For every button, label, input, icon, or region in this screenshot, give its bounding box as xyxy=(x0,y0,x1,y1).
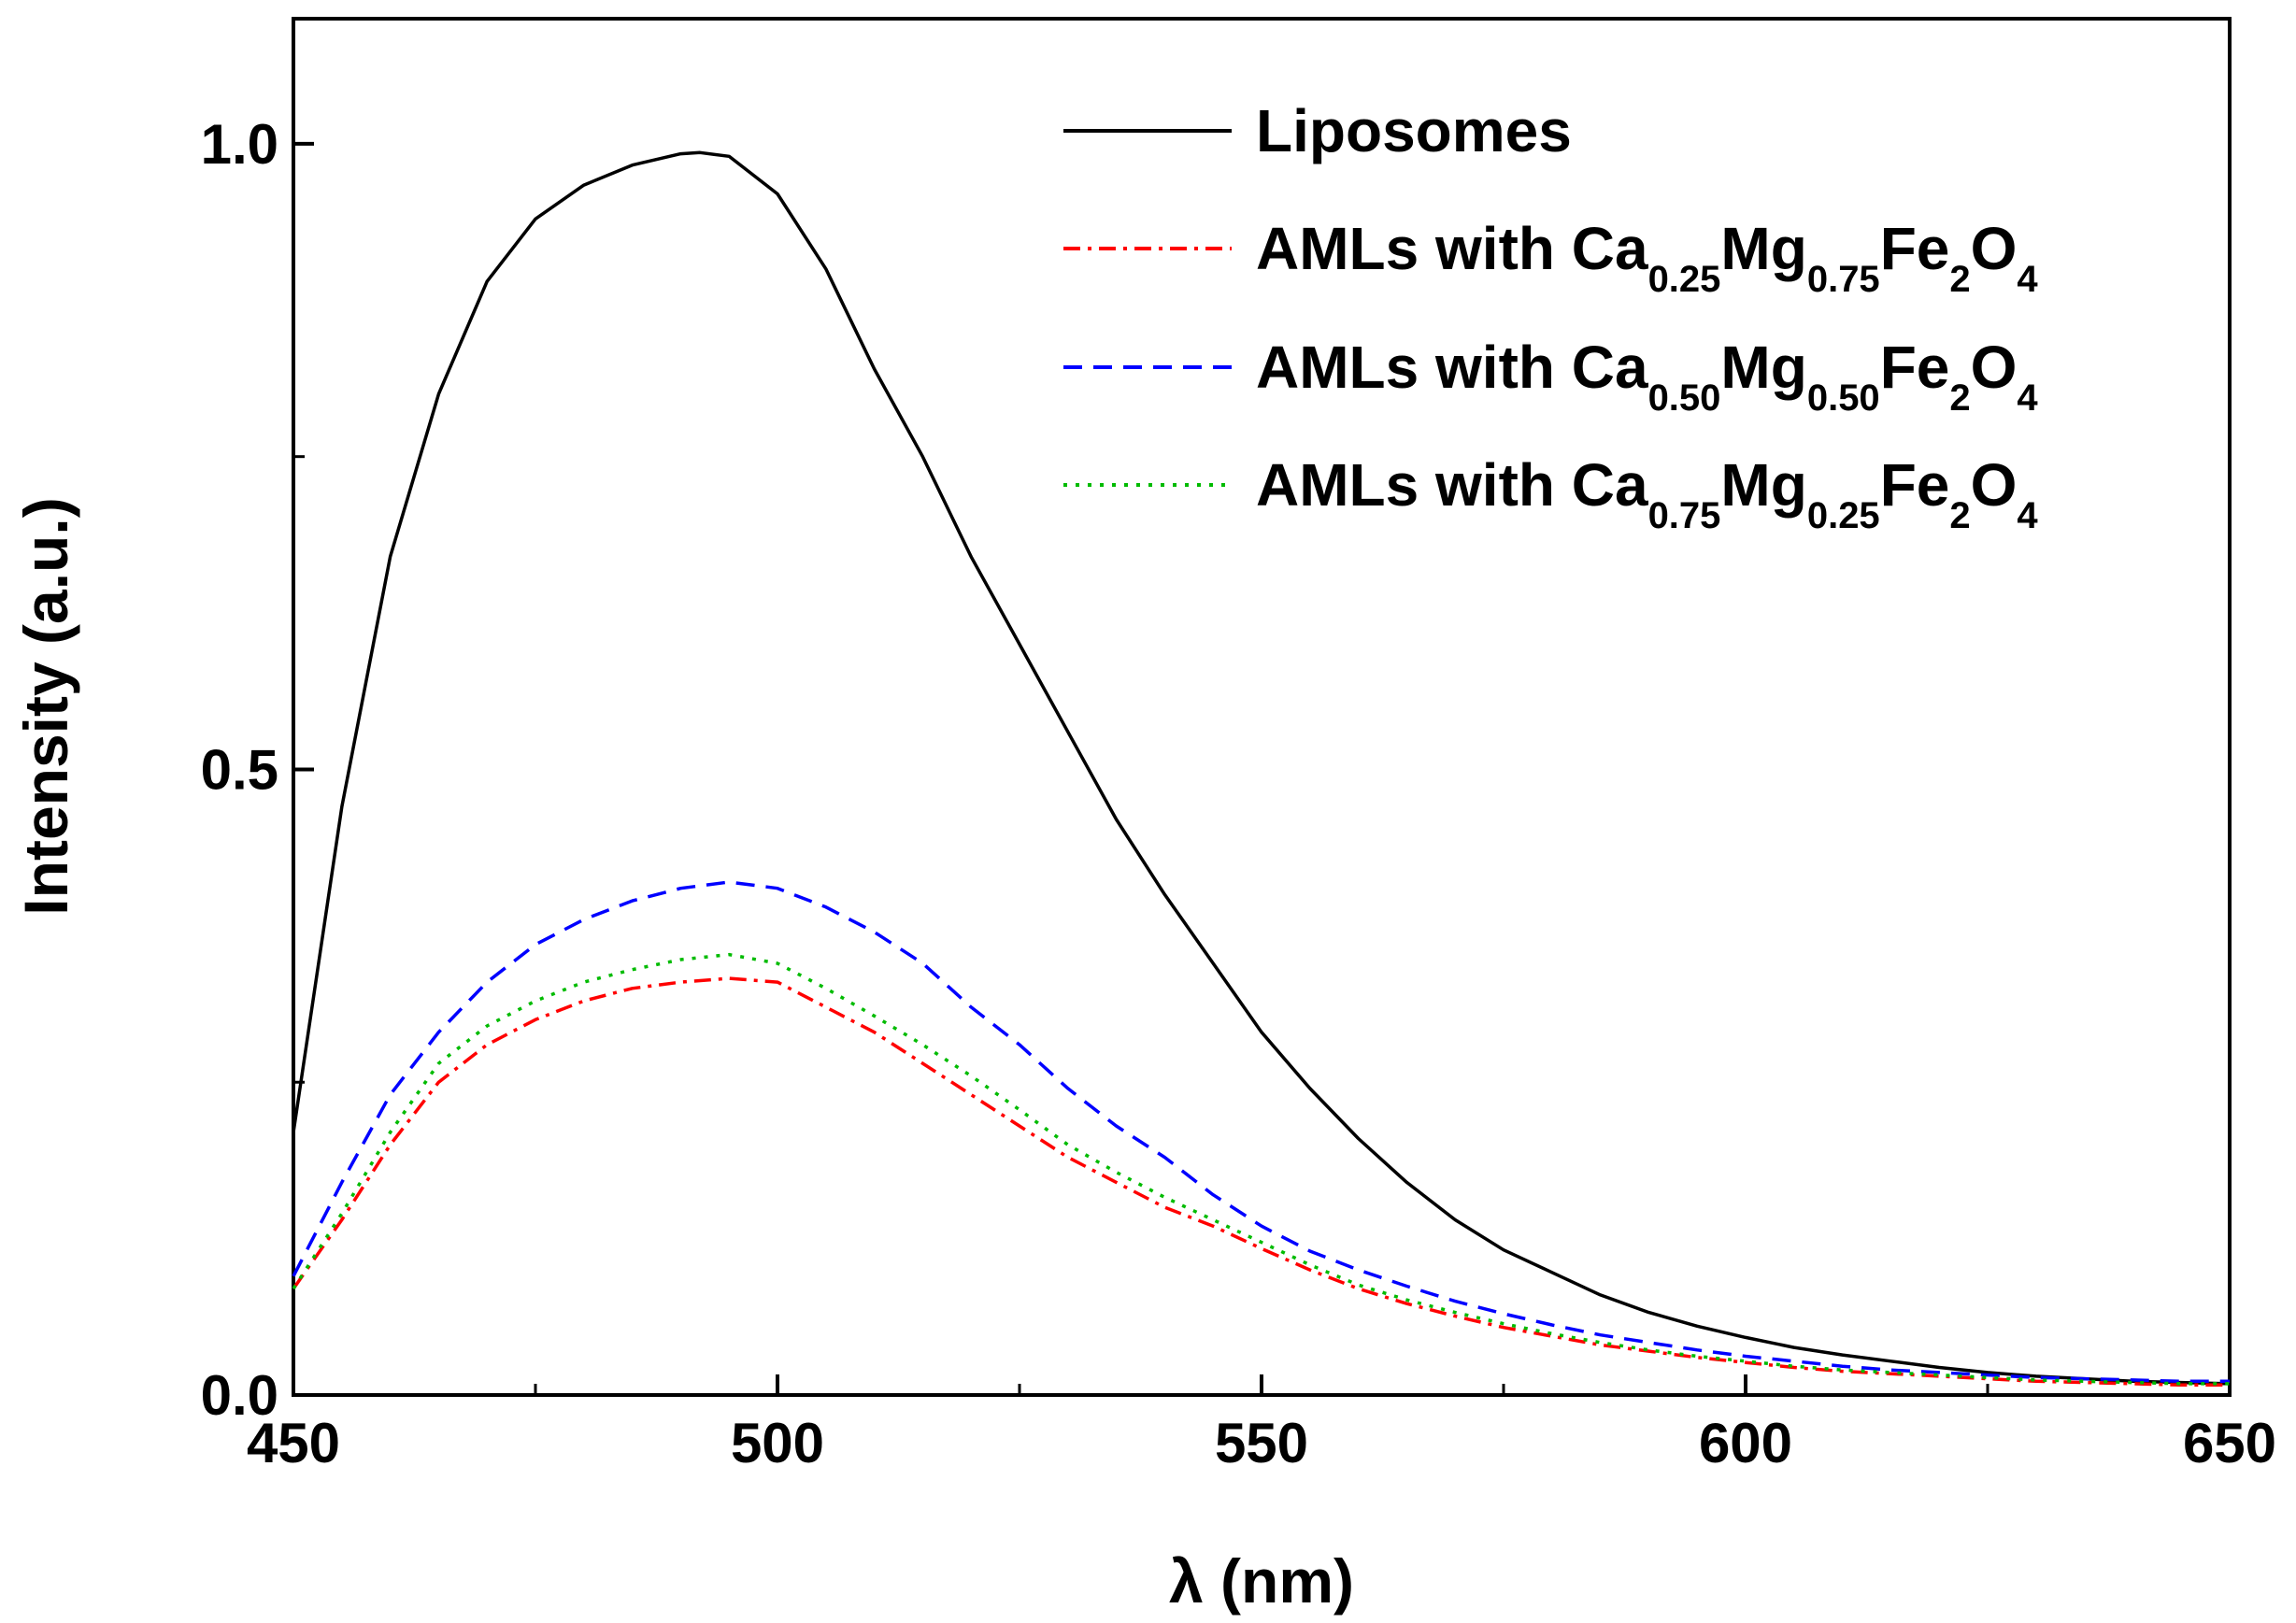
series-layer xyxy=(292,150,2231,1388)
legend-subscript: 0.25 xyxy=(1807,495,1880,536)
y-tick-label: 1.0 xyxy=(201,113,278,176)
legend-subscript: 2 xyxy=(1949,377,1970,419)
x-tick-label: 550 xyxy=(1215,1412,1308,1474)
legend-subscript: 0.50 xyxy=(1807,377,1880,419)
legend-element-symbol: Ca xyxy=(1572,215,1648,282)
legend-subscript: 4 xyxy=(2017,495,2038,536)
series-line-2 xyxy=(292,880,2230,1384)
legend-element-symbol: Fe xyxy=(1880,215,1950,282)
legend-label-3: AMLs with Ca0.75​Mg0.25​Fe2​O4​ xyxy=(1256,451,2038,536)
legend-subscript: 0.75 xyxy=(1648,495,1721,536)
legend-subscript: 4 xyxy=(2017,377,2038,419)
x-tick-label: 500 xyxy=(731,1412,824,1474)
legend-element-symbol: Mg xyxy=(1720,215,1806,282)
legend-element-symbol: Fe xyxy=(1880,451,1950,519)
x-axis-title: λ (nm) xyxy=(1169,1546,1354,1616)
y-tick-label: 0.0 xyxy=(201,1364,278,1427)
x-tick-label: 650 xyxy=(2183,1412,2276,1474)
legend-subscript: 2 xyxy=(1949,259,1970,300)
legend-subscript: 0.75 xyxy=(1807,259,1880,300)
legend-element-symbol: Ca xyxy=(1572,334,1648,401)
legend-subscript: 0.25 xyxy=(1648,259,1721,300)
y-tick-label: 0.5 xyxy=(201,738,278,801)
legend-label-prefix: AMLs with xyxy=(1256,451,1572,519)
legend-element-symbol: O xyxy=(1971,215,2018,282)
legend-subscript: 2 xyxy=(1949,495,1970,536)
legend-label-prefix: Liposomes xyxy=(1256,97,1572,164)
legend-subscript: 4 xyxy=(2017,259,2038,300)
legend-element-symbol: Mg xyxy=(1720,334,1806,401)
legend: Liposomes AMLs with Ca0.25​Mg0.75​Fe2​O4​… xyxy=(1063,97,2038,536)
legend-element-symbol: O xyxy=(1971,334,2018,401)
legend-label-1: AMLs with Ca0.25​Mg0.75​Fe2​O4​ xyxy=(1256,215,2038,300)
x-tick-label: 450 xyxy=(247,1412,340,1474)
legend-element-symbol: Mg xyxy=(1720,451,1806,519)
axis-ticks: 450 500 550 600 650 0.0 0.5 1.0 xyxy=(201,113,2276,1474)
legend-label-2: AMLs with Ca0.50​Mg0.50​Fe2​O4​ xyxy=(1256,334,2038,419)
legend-label-prefix: AMLs with xyxy=(1256,334,1572,401)
legend-label-prefix: AMLs with xyxy=(1256,215,1572,282)
legend-label-0: Liposomes xyxy=(1256,97,1572,164)
legend-subscript: 0.50 xyxy=(1648,377,1721,419)
x-tick-label: 600 xyxy=(1699,1412,1792,1474)
series-line-0 xyxy=(292,150,2231,1386)
legend-element-symbol: Fe xyxy=(1880,334,1950,401)
series-line-1 xyxy=(292,976,2230,1388)
legend-element-symbol: Ca xyxy=(1572,451,1648,519)
y-axis-title: Intensity (a.u.) xyxy=(11,497,80,915)
series-line-3 xyxy=(292,952,2230,1386)
legend-element-symbol: O xyxy=(1971,451,2018,519)
